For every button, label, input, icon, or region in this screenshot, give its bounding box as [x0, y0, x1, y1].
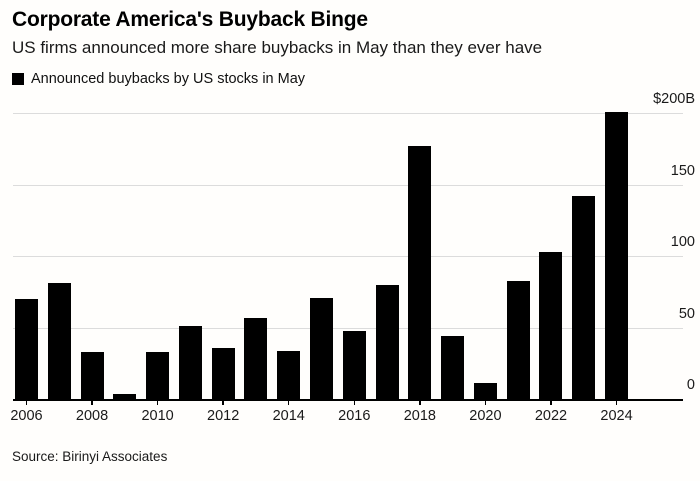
- bar-2023: [572, 196, 596, 401]
- x-axis-label-2016: 2016: [338, 408, 371, 424]
- bar-2008: [80, 352, 104, 401]
- x-axis-label-2022: 2022: [534, 408, 568, 424]
- x-axis-label-2024: 2024: [600, 408, 633, 424]
- bar-2010: [146, 352, 170, 401]
- x-axis-label-2010: 2010: [141, 408, 174, 424]
- x-axis-label-2018: 2018: [403, 408, 436, 424]
- bar-2007: [47, 283, 71, 401]
- legend-swatch-icon: [12, 73, 24, 85]
- chart-title: Corporate America's Buyback Binge: [12, 8, 368, 31]
- x-axis-label-2020: 2020: [469, 408, 502, 424]
- gridline-200: [13, 113, 683, 115]
- bar-2006: [15, 299, 38, 401]
- bar-2014: [277, 350, 301, 401]
- x-axis-tick-2006: [25, 399, 28, 405]
- bar-2022: [539, 252, 563, 401]
- legend: Announced buybacks by US stocks in May: [12, 71, 305, 87]
- x-axis-tick-2016: [353, 399, 356, 405]
- x-axis-tick-2022: [550, 399, 552, 405]
- y-axis-label-150: 150: [670, 162, 695, 179]
- x-axis-tick-2008: [91, 399, 93, 405]
- x-axis-label-2012: 2012: [207, 408, 240, 424]
- bar-2011: [178, 326, 202, 401]
- bar-2021: [506, 280, 530, 401]
- bar-2019: [441, 336, 465, 401]
- x-axis-tick-2020: [484, 399, 487, 405]
- bar-2009: [113, 394, 137, 401]
- x-axis-tick-2010: [156, 399, 159, 405]
- bar-2024: [605, 112, 629, 401]
- y-axis-label-200: $200B: [653, 91, 695, 108]
- gridline-150: [13, 184, 683, 186]
- x-axis-tick-2024: [615, 399, 618, 405]
- x-axis-tick-2014: [287, 399, 290, 405]
- bar-2017: [375, 284, 399, 401]
- gridline-100: [13, 256, 683, 258]
- x-axis-label-2014: 2014: [272, 408, 305, 424]
- bar-2016: [342, 330, 366, 401]
- x-axis-label-2006: 2006: [10, 408, 43, 424]
- chart-subtitle: US firms announced more share buybacks i…: [12, 38, 543, 57]
- y-axis-label-0: 0: [686, 377, 695, 394]
- legend-label: Announced buybacks by US stocks in May: [31, 71, 306, 87]
- gridline-50: [13, 327, 683, 329]
- source-note: Source: Birinyi Associates: [12, 449, 168, 464]
- x-axis-label-2008: 2008: [75, 408, 109, 424]
- y-axis-label-50: 50: [678, 305, 695, 322]
- bar-2015: [310, 297, 334, 401]
- y-axis-label-100: 100: [670, 234, 695, 251]
- bar-2012: [211, 347, 235, 401]
- x-axis-tick-2012: [222, 399, 224, 405]
- bar-2013: [244, 317, 268, 401]
- x-axis-tick-2018: [419, 399, 421, 405]
- bar-2018: [408, 146, 432, 401]
- bar-2020: [473, 383, 497, 401]
